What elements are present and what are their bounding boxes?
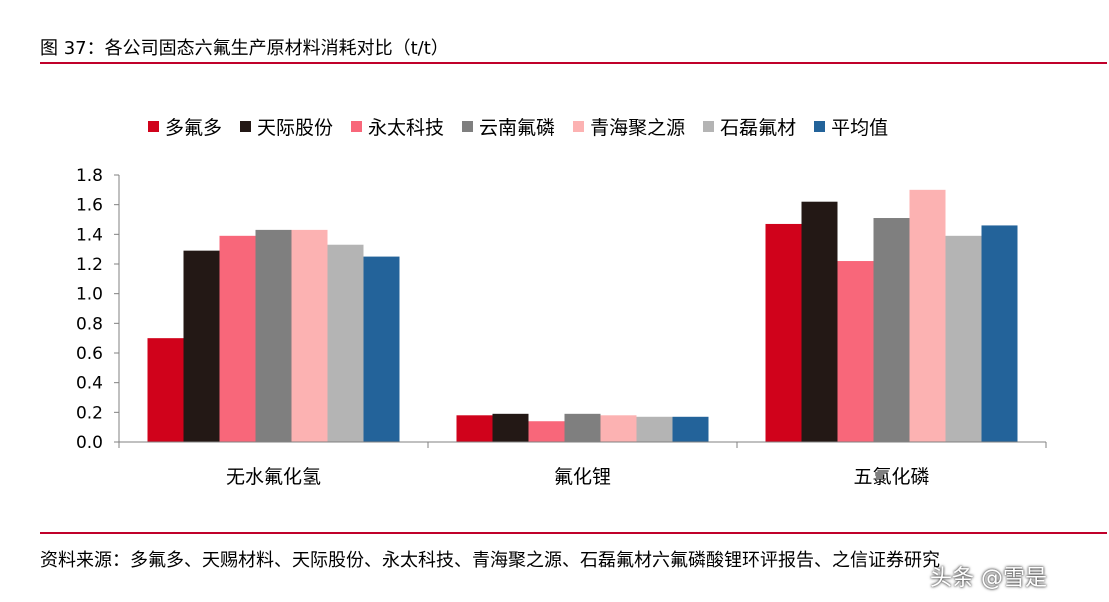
bar-永太科技 [219, 235, 256, 442]
bar-永太科技 [528, 421, 565, 442]
x-category-label: 五氯化磷 [853, 466, 929, 488]
legend-label: 平均值 [831, 116, 889, 139]
y-tick-label: 0.6 [76, 344, 103, 364]
watermark: 头条 @雪是 [930, 566, 1047, 591]
bar-平均值 [672, 416, 709, 442]
legend-item: 云南氟磷 [462, 113, 555, 140]
y-tick-label: 1.8 [76, 166, 103, 186]
bar-青海聚之源 [600, 415, 637, 442]
legend-item: 青海聚之源 [573, 113, 685, 140]
figure-header: 图 37：各公司固态六氟生产原材料消耗对比（t/t） [40, 28, 1107, 64]
x-category-label: 无水氟化氢 [226, 466, 321, 488]
y-tick-label: 0.2 [76, 403, 103, 423]
legend-swatch [703, 120, 715, 132]
bar-多氟多 [456, 415, 493, 442]
y-tick-label: 0.4 [76, 374, 103, 394]
source-note: 资料来源：多氟多、天赐材料、天际股份、永太科技、青海聚之源、石磊氟材六氟磷酸锂环… [40, 550, 940, 571]
legend-label: 石磊氟材 [720, 116, 797, 139]
y-tick-label: 1.4 [76, 225, 103, 245]
legend-item: 多氟多 [148, 113, 222, 140]
y-tick-label: 0.8 [76, 314, 103, 334]
legend-item: 天际股份 [240, 113, 333, 140]
bar-石磊氟材 [327, 244, 364, 442]
bar-云南氟磷 [564, 413, 601, 442]
bar-云南氟磷 [873, 218, 910, 442]
bar-天际股份 [183, 250, 220, 442]
bar-石磊氟材 [945, 235, 982, 442]
legend-label: 永太科技 [368, 116, 445, 139]
legend-swatch [814, 120, 826, 132]
bar-青海聚之源 [909, 189, 946, 442]
bar-石磊氟材 [636, 416, 673, 442]
y-tick-label: 1.6 [76, 196, 103, 216]
legend-swatch [240, 120, 252, 132]
legend-swatch [462, 120, 474, 132]
legend-item: 石磊氟材 [703, 113, 796, 140]
legend-label: 青海聚之源 [590, 116, 686, 139]
legend-swatch [351, 120, 363, 132]
legend-label: 云南氟磷 [479, 116, 556, 139]
bar-青海聚之源 [291, 229, 328, 442]
bar-平均值 [981, 225, 1018, 442]
legend-label: 多氟多 [165, 116, 223, 139]
x-category-label: 氟化锂 [554, 466, 611, 488]
y-tick-label: 1.2 [76, 255, 103, 275]
bar-永太科技 [837, 261, 874, 442]
bar-云南氟磷 [255, 229, 292, 442]
y-tick-label: 0.0 [76, 433, 103, 453]
legend-item: 永太科技 [351, 113, 444, 140]
legend-label: 天际股份 [257, 116, 334, 139]
legend-swatch [573, 120, 585, 132]
legend-item: 平均值 [814, 113, 888, 140]
bar-天际股份 [492, 413, 529, 442]
figure-title: 图 37：各公司固态六氟生产原材料消耗对比（t/t） [40, 38, 449, 59]
bar-多氟多 [765, 223, 802, 442]
bar-天际股份 [801, 201, 838, 442]
bar-平均值 [363, 256, 400, 442]
legend-swatch [148, 120, 159, 132]
y-tick-label: 1.0 [76, 285, 103, 305]
figure-footer: 资料来源：多氟多、天赐材料、天际股份、永太科技、青海聚之源、石磊氟材六氟磷酸锂环… [40, 532, 1107, 571]
chart-legend: 多氟多 天际股份 永太科技 云南氟磷 青海聚之源 石磊氟材 平均值 [148, 113, 906, 139]
bar-多氟多 [147, 338, 184, 442]
